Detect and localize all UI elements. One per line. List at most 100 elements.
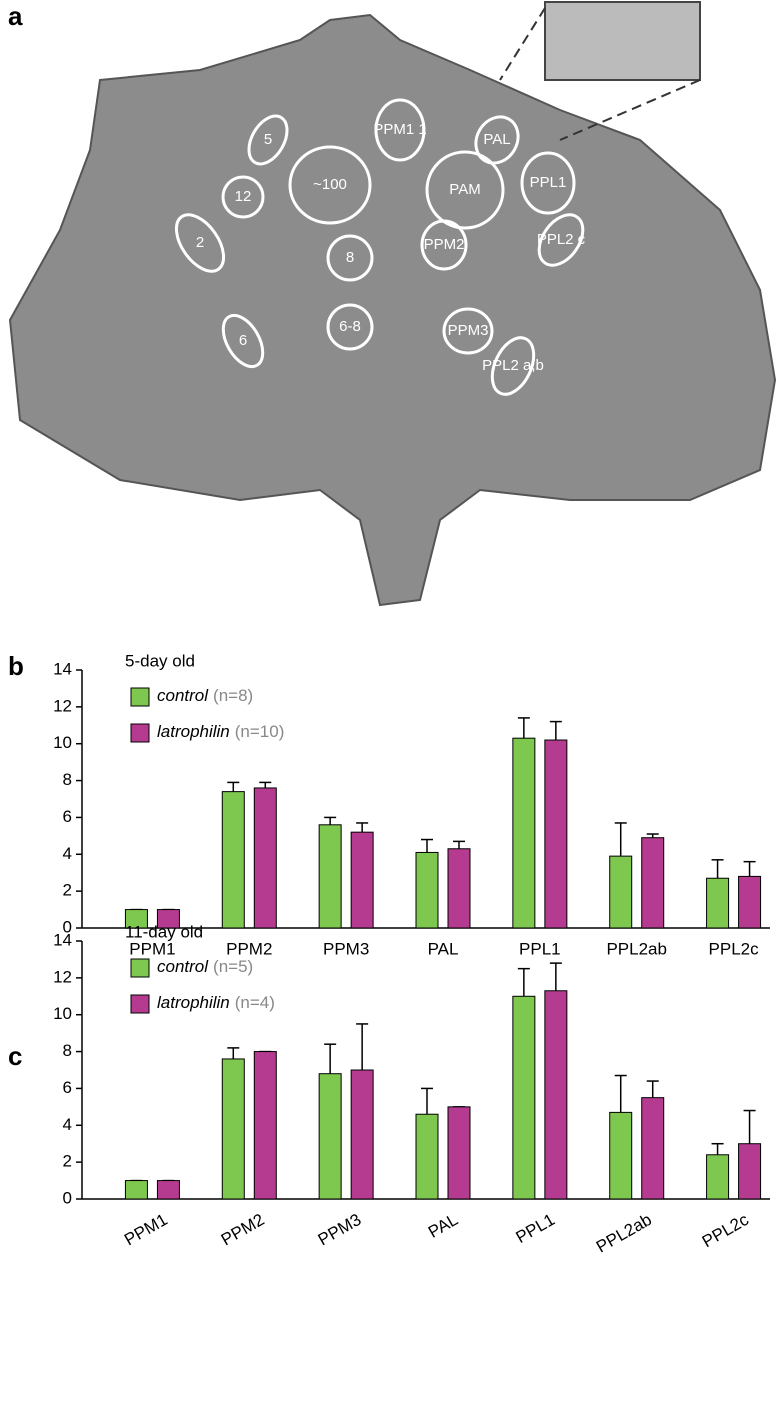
y-tick-label: 6 <box>63 807 72 826</box>
region-outline <box>425 150 505 230</box>
legend-name: latrophilin <box>157 993 230 1012</box>
region-label: PPM2 <box>424 236 465 253</box>
x-tick-label: PPM3 <box>315 1210 365 1250</box>
chart-title: 11-day old <box>125 922 203 941</box>
region-label: PPM1 1 <box>373 121 426 138</box>
y-tick-label: 2 <box>63 881 72 900</box>
x-tick-label: PPL1 <box>519 939 561 958</box>
legend-entry: latrophilin (n=4) <box>157 993 275 1012</box>
legend-entry: control (n=5) <box>157 957 253 976</box>
brain-image <box>8 1 777 607</box>
legend-name: control <box>157 957 209 976</box>
y-tick-label: 10 <box>53 733 72 752</box>
bar <box>738 1143 762 1200</box>
region-outline <box>420 219 468 271</box>
region-outline <box>326 303 374 351</box>
panel-label: c <box>8 1041 22 1071</box>
region-outline <box>326 234 374 282</box>
region-outline <box>288 145 372 225</box>
legend-note: (n=10) <box>235 722 285 741</box>
x-tick-label: PPL2c <box>699 1210 752 1252</box>
region-label: PPM3 <box>448 322 489 339</box>
legend-entry: latrophilin (n=10) <box>157 722 284 741</box>
bar <box>253 787 277 929</box>
y-tick-label: 14 <box>53 930 72 949</box>
y-tick-label: 10 <box>53 1004 72 1023</box>
chart-title: 5-day old <box>125 651 195 670</box>
region-label: 6-8 <box>339 318 361 335</box>
legend-entry: control (n=8) <box>157 686 253 705</box>
y-tick-label: 0 <box>63 1188 72 1207</box>
region-label: 2 <box>196 234 204 251</box>
y-tick-label: 8 <box>63 770 72 789</box>
region-label: PAM <box>449 181 480 198</box>
bar <box>350 831 374 929</box>
bar <box>156 909 180 929</box>
region-outline <box>221 313 265 369</box>
x-tick-label: PPL2ab <box>593 1210 655 1257</box>
bar <box>221 791 245 929</box>
x-tick-label: PPL2c <box>709 939 760 958</box>
region-label: 12 <box>235 188 252 205</box>
inset-line <box>559 79 701 141</box>
x-tick-label: PAL <box>425 1210 461 1242</box>
bar <box>512 995 536 1200</box>
bar <box>706 877 730 929</box>
region-outline <box>374 98 426 162</box>
bar <box>738 875 762 929</box>
bar <box>706 1154 730 1200</box>
x-tick-label: PPM1 <box>129 939 175 958</box>
inset-line <box>499 7 546 81</box>
bar <box>544 990 568 1200</box>
region-label: PPL2 c <box>537 231 586 248</box>
bar <box>318 1073 342 1200</box>
region-outline <box>537 213 585 267</box>
bar <box>641 837 665 929</box>
y-tick-label: 12 <box>53 696 72 715</box>
x-tick-label: PPM2 <box>218 1210 268 1250</box>
legend-note: (n=8) <box>213 686 253 705</box>
legend-swatch <box>130 687 150 707</box>
region-outline <box>474 115 520 165</box>
region-label: PAL <box>483 131 510 148</box>
inset <box>544 1 701 81</box>
y-tick-label: 4 <box>63 844 72 863</box>
x-tick-label: PPM2 <box>226 939 272 958</box>
region-label: PPL1 <box>530 174 567 191</box>
legend-note: (n=5) <box>213 957 253 976</box>
y-tick-label: 0 <box>63 917 72 936</box>
bar <box>641 1097 665 1200</box>
bar <box>318 824 342 929</box>
x-tick-label: PPL2ab <box>606 939 667 958</box>
region-outline <box>174 213 226 273</box>
region-label: PPL2 a,b <box>482 357 544 374</box>
legend-swatch <box>130 994 150 1014</box>
legend-note: (n=4) <box>235 993 275 1012</box>
bar <box>609 1111 633 1200</box>
legend-swatch <box>130 723 150 743</box>
x-tick-label: PPM3 <box>323 939 369 958</box>
region-outline <box>442 307 494 355</box>
bar <box>253 1051 277 1200</box>
y-tick-label: 12 <box>53 967 72 986</box>
legend-name: control <box>157 686 209 705</box>
bar <box>156 1180 180 1200</box>
x-tick-label: PAL <box>428 939 459 958</box>
bar <box>350 1069 374 1200</box>
brain-tissue <box>8 13 777 607</box>
region-outline <box>520 151 576 215</box>
bar <box>447 848 471 929</box>
legend-name: latrophilin <box>157 722 230 741</box>
region-label: 8 <box>346 249 354 266</box>
region-outline <box>221 175 265 219</box>
y-tick-label: 8 <box>63 1041 72 1060</box>
x-tick-label: PPM1 <box>121 1210 171 1250</box>
y-tick-label: 2 <box>63 1152 72 1171</box>
region-outline <box>490 336 536 396</box>
y-tick-label: 14 <box>53 659 72 678</box>
region-label: 5 <box>264 131 272 148</box>
bar <box>124 1180 148 1200</box>
bar <box>221 1058 245 1200</box>
